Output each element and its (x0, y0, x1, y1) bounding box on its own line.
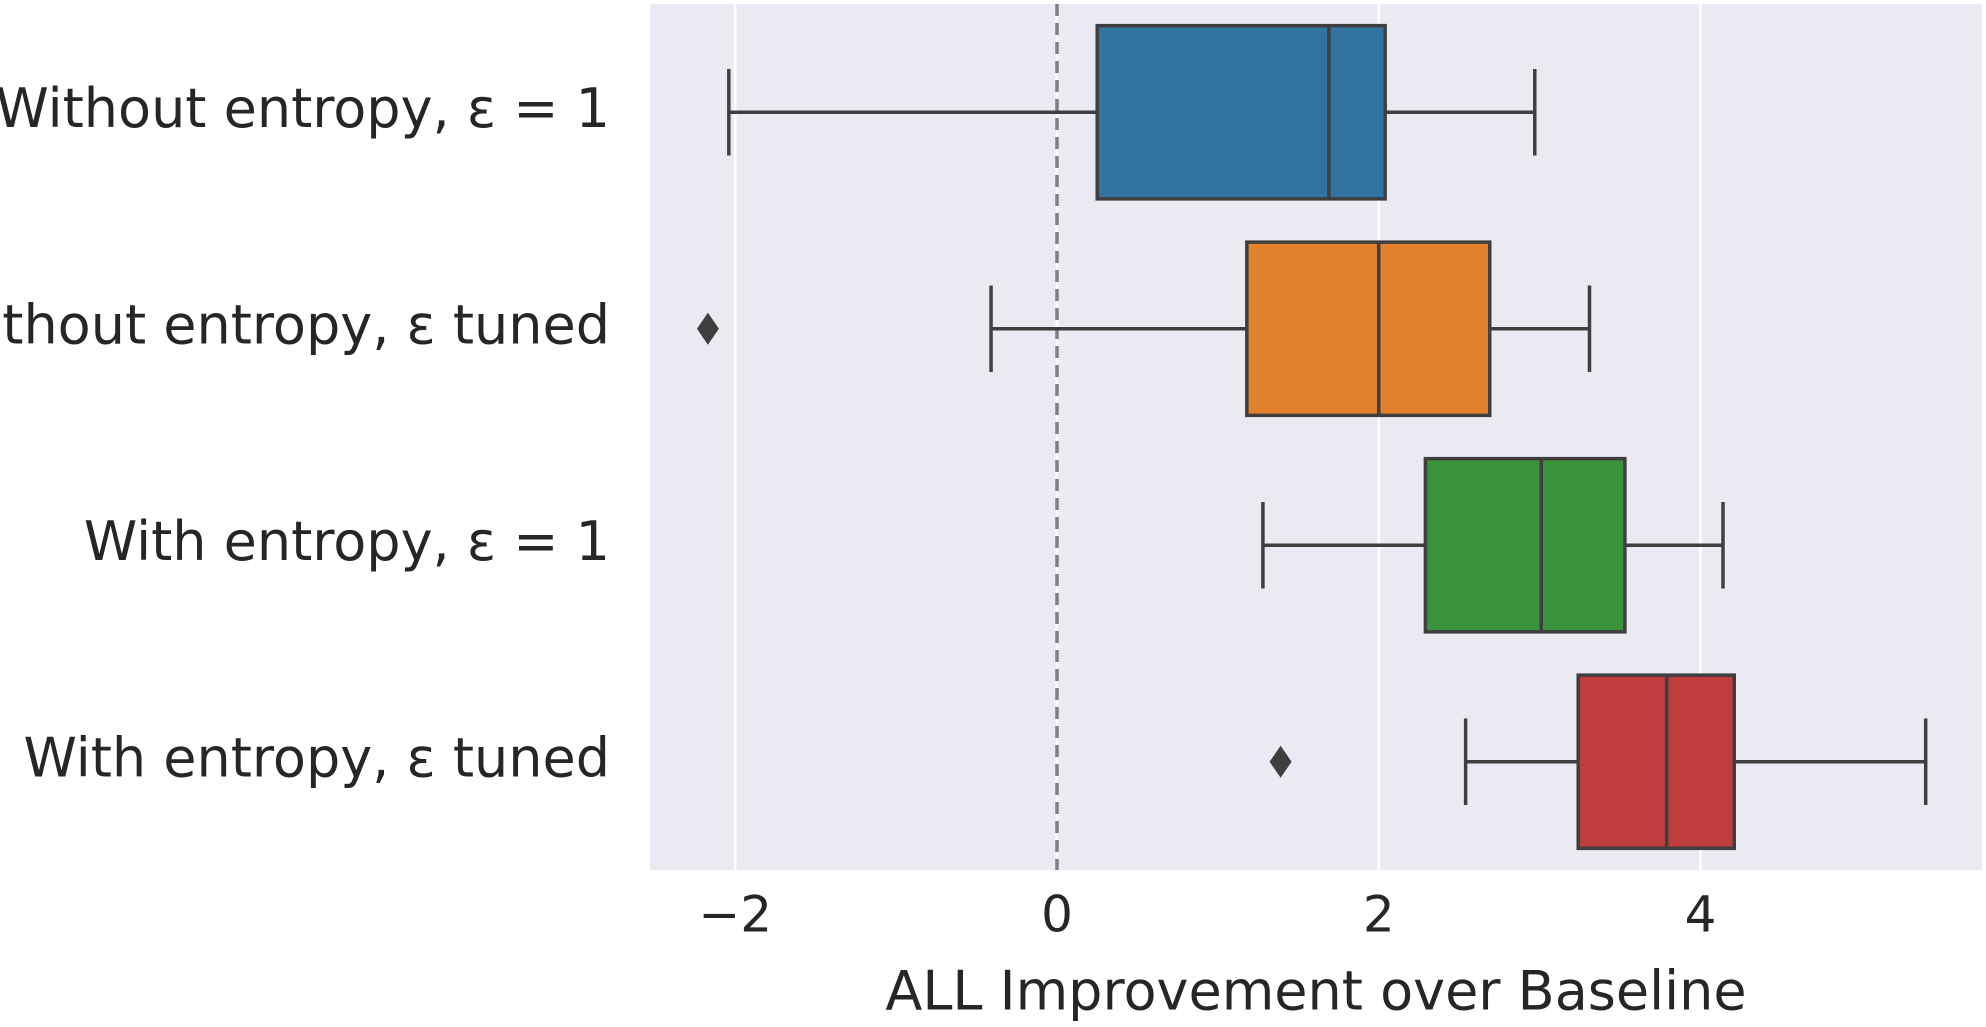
box (1423, 456, 1627, 634)
box (1095, 23, 1387, 201)
y-tick-label: Without entropy, ε = 1 (0, 77, 610, 140)
y-tick-label: With entropy, ε = 1 (84, 510, 610, 573)
box (1245, 240, 1492, 418)
x-axis-label: ALL Improvement over Baseline (885, 960, 1746, 1023)
box (1576, 673, 1737, 851)
x-tick-label: 0 (1041, 886, 1073, 944)
x-tick-label: 2 (1363, 886, 1395, 944)
y-tick-label: With entropy, ε tuned (24, 726, 611, 789)
x-tick-label: 4 (1685, 886, 1717, 944)
y-tick-label: Without entropy, ε tuned (0, 293, 610, 356)
outlier (696, 312, 719, 345)
outlier (1269, 745, 1292, 778)
x-tick-label: −2 (698, 886, 772, 944)
